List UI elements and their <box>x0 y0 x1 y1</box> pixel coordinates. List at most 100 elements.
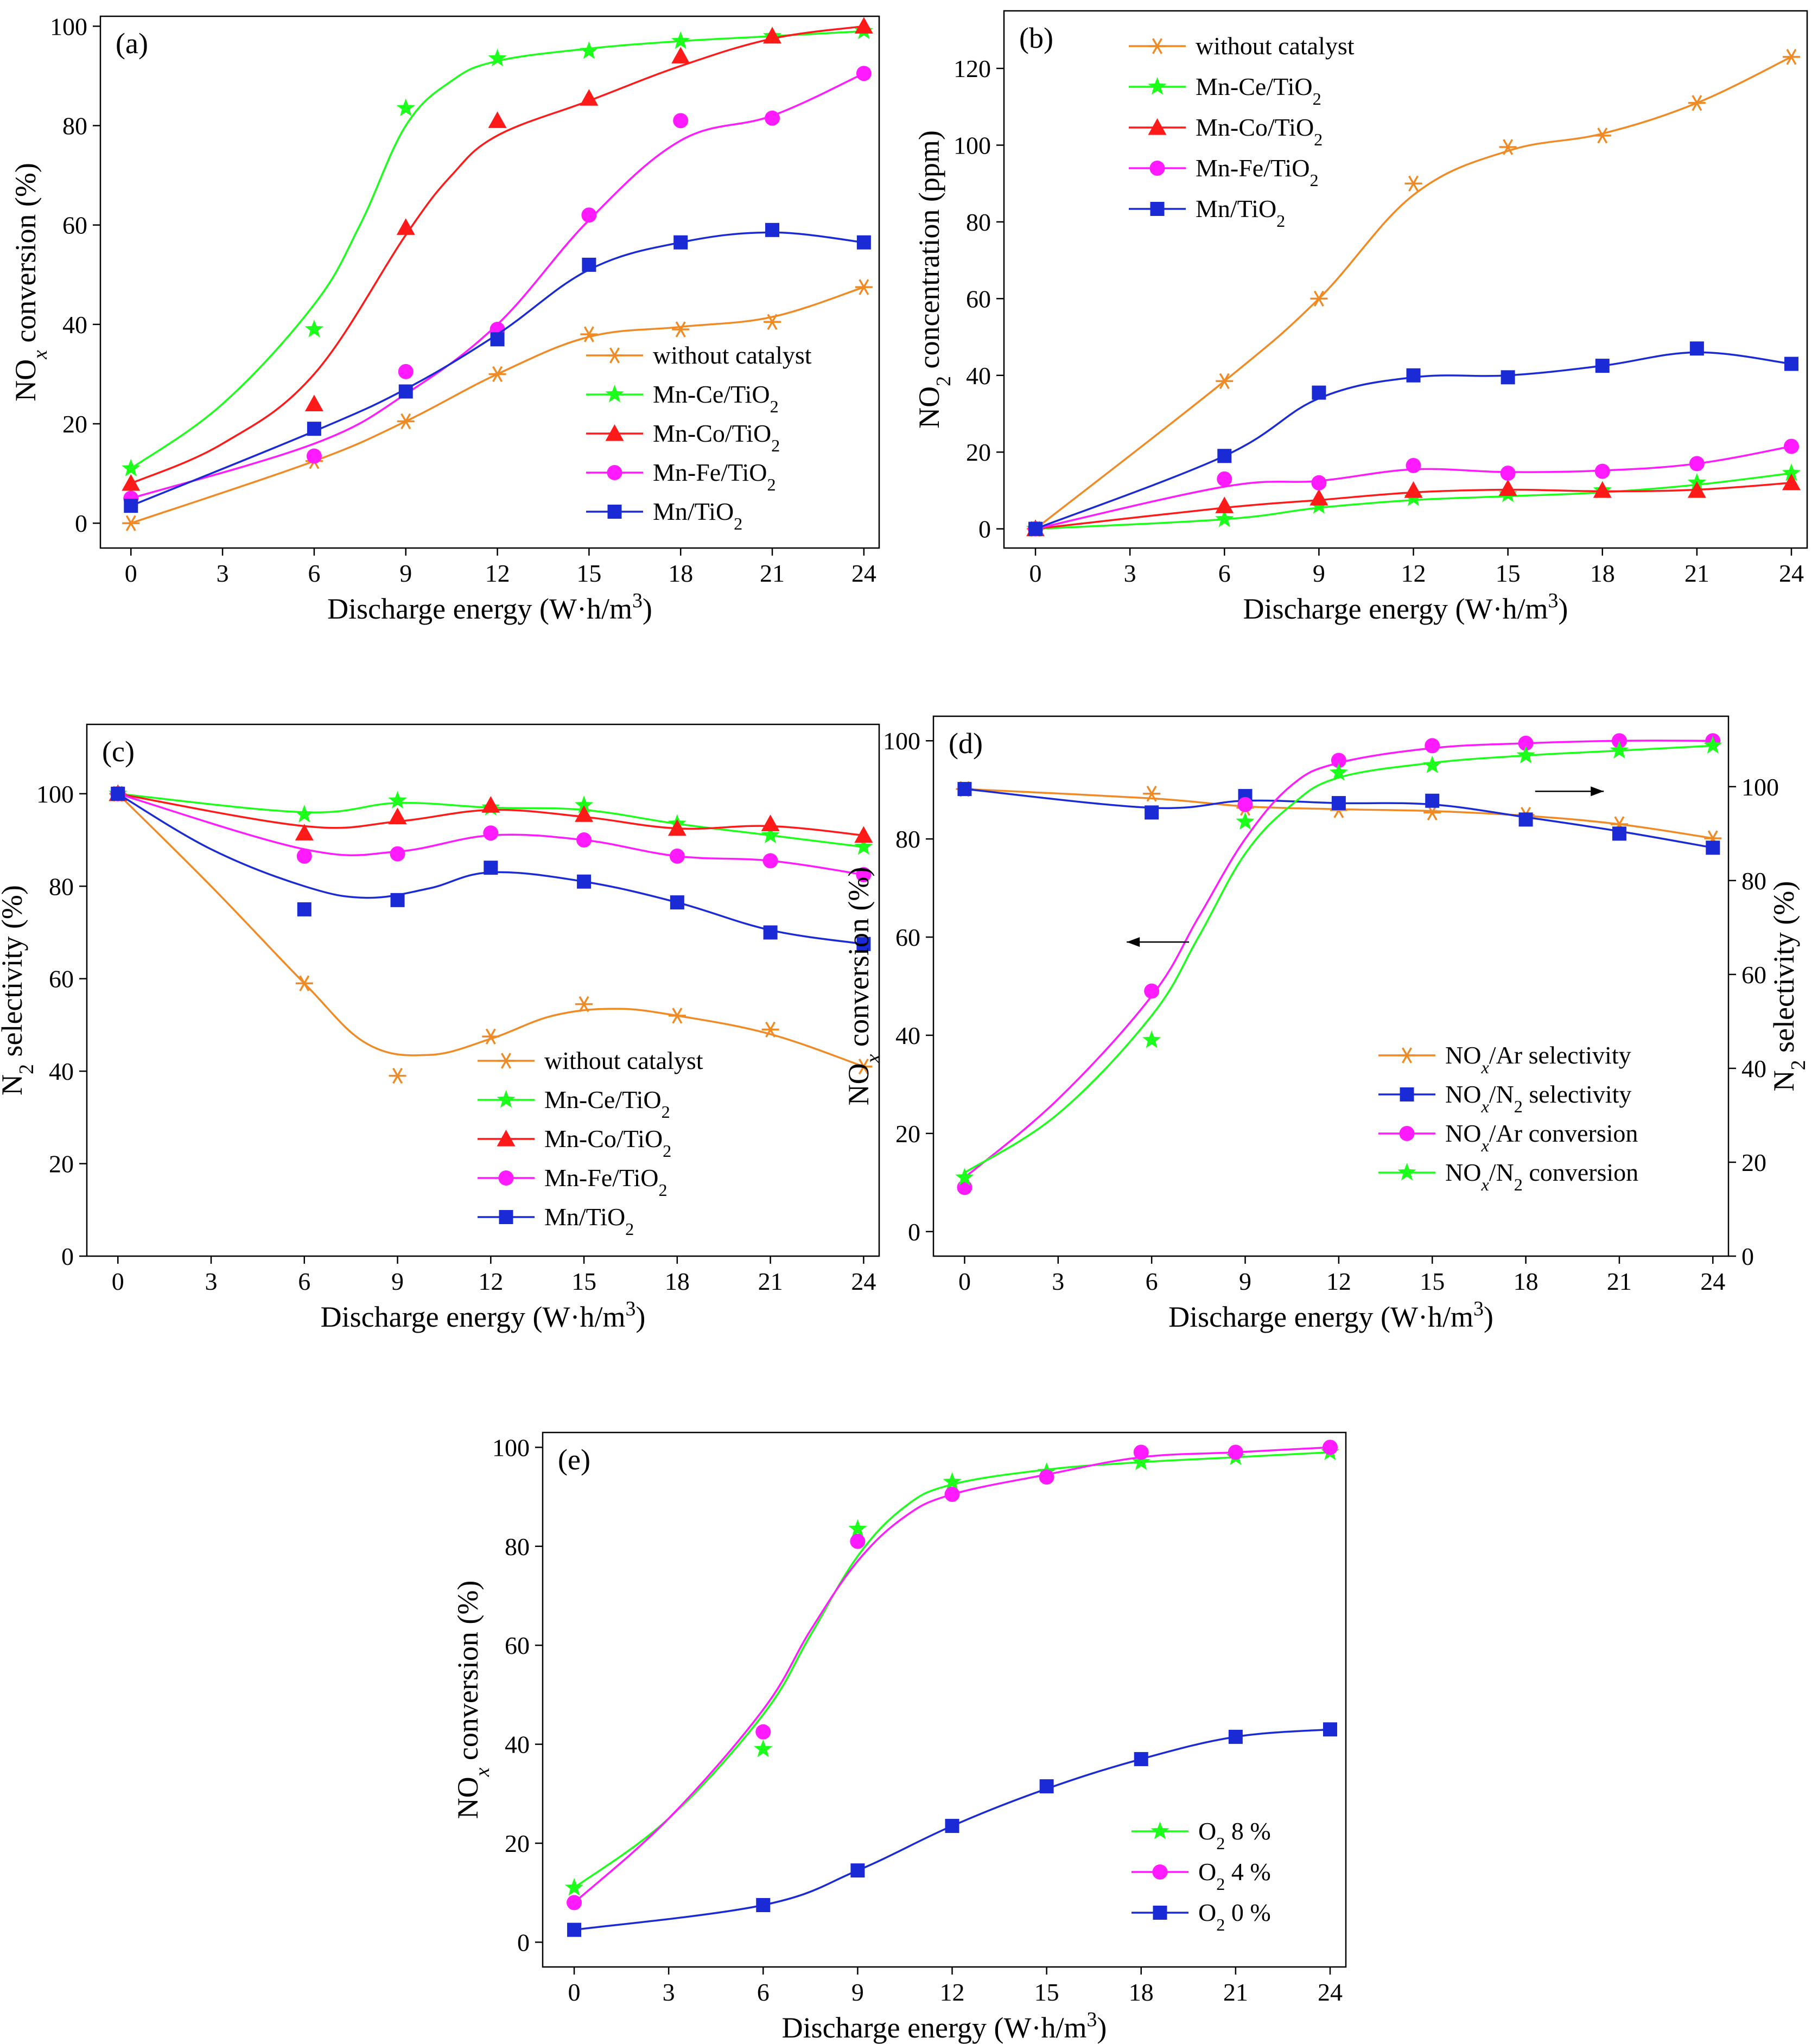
data-point <box>671 47 690 63</box>
data-point <box>1404 481 1423 498</box>
legend-marker <box>1398 1047 1416 1064</box>
data-point <box>944 1487 960 1502</box>
x-tick-label: 21 <box>1223 1978 1248 2006</box>
data-point <box>1215 509 1234 527</box>
data-point <box>1143 786 1161 802</box>
data-point <box>1594 463 1610 479</box>
y-tick-label: 60 <box>62 212 87 239</box>
data-point <box>1423 755 1442 774</box>
data-point <box>1706 840 1720 855</box>
data-point <box>1331 753 1346 768</box>
x-tick-label: 9 <box>391 1268 404 1295</box>
legend-marker <box>1150 202 1165 216</box>
data-point <box>1323 1722 1337 1737</box>
data-point <box>398 364 414 379</box>
x-axis-title: Discharge energy (W·h/m3) <box>321 1297 646 1333</box>
panel-d: 0 3 6 9 12 15 18 21 24 0 20 40 60 80 100 0 20 40 60 80 100 Di… <box>842 715 1810 1333</box>
data-point <box>955 1168 974 1186</box>
legend-label: Mn/TiO2 <box>653 498 742 533</box>
legend-marker <box>497 1130 516 1147</box>
data-point <box>1311 475 1327 491</box>
panel-c: 0 3 6 9 12 15 18 21 24 0 20 40 60 80 100 Discharge ener… <box>0 723 880 1333</box>
y-right-tick-label: 40 <box>1741 1055 1766 1083</box>
data-point <box>567 1922 582 1937</box>
x-tick-label: 3 <box>217 559 229 587</box>
data-point <box>1688 94 1706 111</box>
data-point <box>756 1897 771 1912</box>
series-line <box>573 1446 1331 1903</box>
legend-marker <box>497 1053 515 1069</box>
legend-marker <box>1148 118 1167 135</box>
x-tick-label: 18 <box>1514 1268 1539 1295</box>
data-point <box>575 805 594 822</box>
x-tick-label: 3 <box>663 1978 675 2006</box>
data-point <box>482 1028 500 1045</box>
data-point <box>1329 763 1348 781</box>
data-point <box>765 110 780 126</box>
data-point <box>296 848 312 864</box>
data-point <box>1142 1030 1161 1048</box>
x-tick-label: 12 <box>478 1268 503 1295</box>
data-point <box>488 48 507 67</box>
y-right-tick-label: 20 <box>1741 1149 1766 1176</box>
series-4 <box>111 786 871 951</box>
data-point <box>1217 449 1232 463</box>
data-point <box>1687 481 1706 498</box>
data-point <box>567 1895 582 1911</box>
y-tick-label: 0 <box>517 1928 530 1956</box>
plot-frame <box>99 15 880 549</box>
x-tick-label: 21 <box>760 559 785 587</box>
data-point <box>754 1739 773 1758</box>
series-line <box>130 231 864 507</box>
legend-marker <box>605 424 624 441</box>
arrow-left-head <box>1127 937 1140 947</box>
data-point <box>1237 797 1253 812</box>
data-point <box>111 786 125 801</box>
data-point <box>1132 1452 1150 1470</box>
x-tick-label: 0 <box>125 559 137 587</box>
x-tick-label: 6 <box>757 1978 770 2006</box>
x-axis-title: Discharge energy (W·h/m3) <box>1168 1297 1493 1333</box>
data-point <box>564 1878 584 1896</box>
x-tick-label: 21 <box>1684 559 1709 587</box>
data-point <box>388 791 407 809</box>
data-point <box>1312 385 1326 400</box>
y-tick-label: 60 <box>966 285 991 313</box>
data-point <box>581 207 597 223</box>
data-point <box>488 366 506 383</box>
data-point <box>668 1008 686 1024</box>
legend-label: NOx/N2 selectivity <box>1445 1080 1631 1116</box>
x-axis-title: Discharge energy (W·h/m3) <box>782 2008 1107 2044</box>
x-tick-label: 0 <box>1029 559 1042 587</box>
x-tick-label: 12 <box>485 559 510 587</box>
y-tick-label: 0 <box>908 1218 920 1246</box>
data-point <box>1028 521 1043 536</box>
data-point <box>1782 463 1801 481</box>
y-tick-label: 80 <box>966 208 991 236</box>
data-point <box>761 825 780 844</box>
legend-marker <box>1149 161 1165 176</box>
data-point <box>943 1472 962 1490</box>
series-3 <box>1028 438 1799 537</box>
x-tick-label: 15 <box>571 1268 596 1295</box>
data-point <box>856 235 871 250</box>
arrow-right-head <box>1591 786 1604 797</box>
data-point <box>1784 356 1798 371</box>
x-tick-label: 0 <box>958 1268 971 1295</box>
data-point <box>1782 473 1801 491</box>
x-tick-label: 12 <box>940 1978 965 2006</box>
data-point <box>1782 49 1800 65</box>
data-point <box>1310 489 1328 506</box>
data-point <box>389 1067 406 1084</box>
series-1 <box>109 784 873 855</box>
y-tick-label: 80 <box>895 825 920 853</box>
x-tick-label: 24 <box>1779 559 1804 587</box>
legend-marker <box>1152 1864 1168 1880</box>
x-tick-label: 24 <box>851 559 876 587</box>
y-right-axis-title: N2 selectivity (%) <box>1768 881 1810 1092</box>
data-point <box>1516 746 1535 763</box>
legend-marker <box>1150 1822 1169 1839</box>
y-tick-label: 20 <box>966 438 991 466</box>
data-point <box>856 937 871 951</box>
y-axis-title: NO2 concentration (ppm) <box>913 130 955 429</box>
